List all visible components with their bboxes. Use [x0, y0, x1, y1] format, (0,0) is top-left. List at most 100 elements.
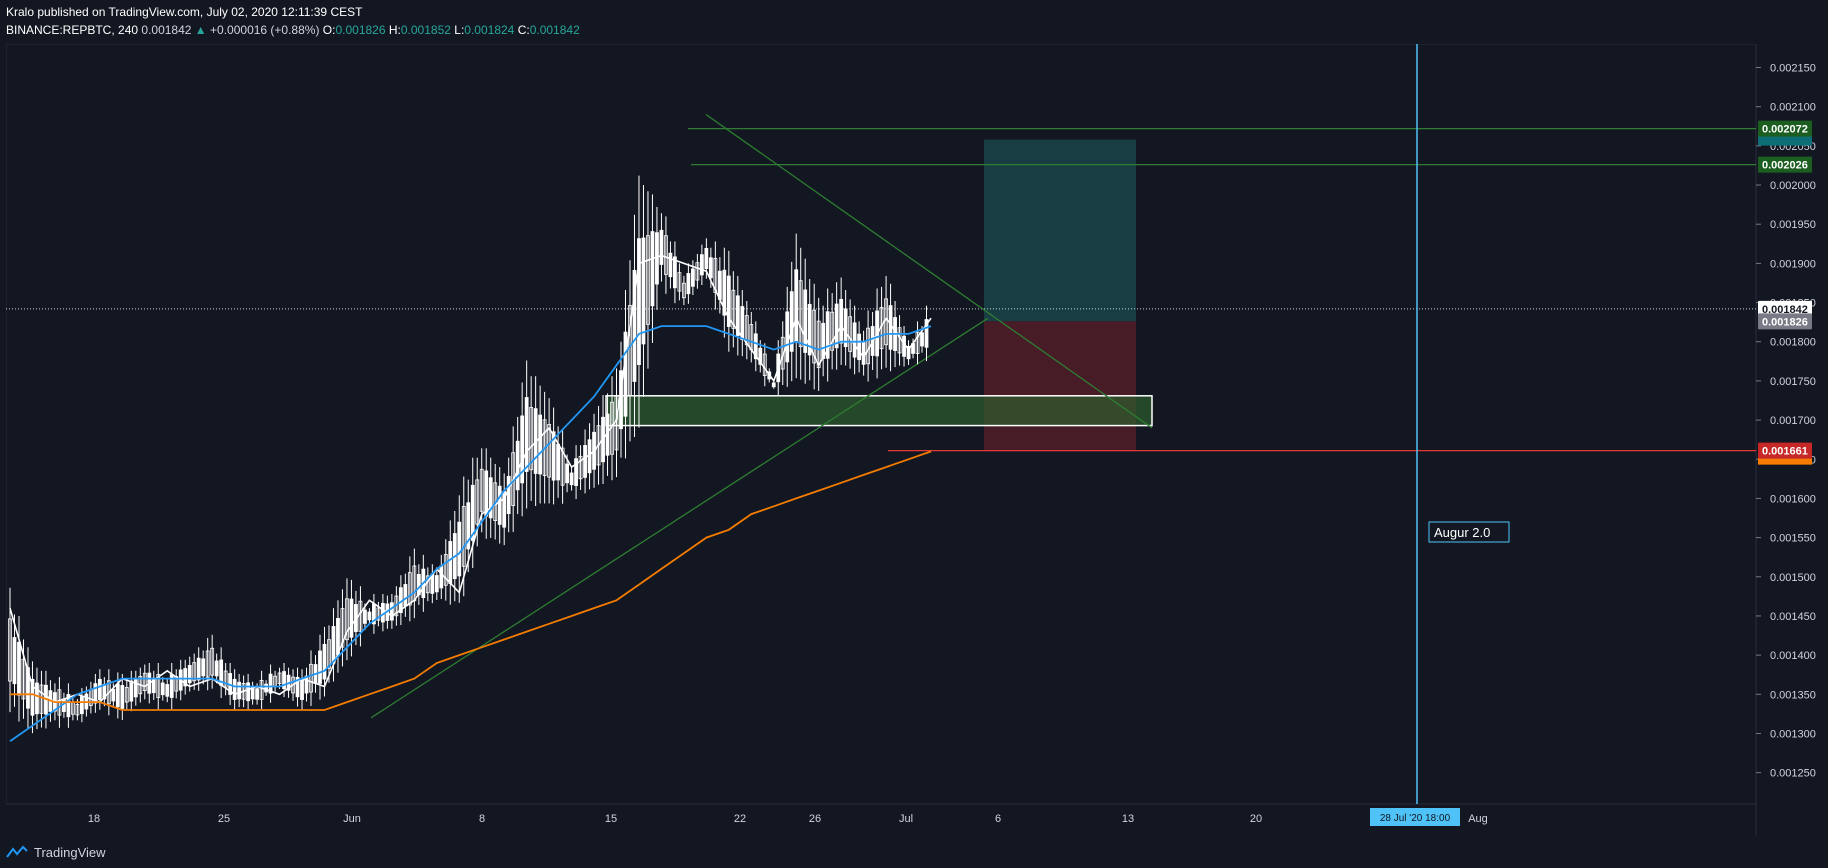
candle-body	[655, 232, 659, 285]
candle-body	[695, 262, 700, 281]
tradingview-logo-icon	[6, 845, 28, 858]
candle-body	[920, 332, 924, 347]
level-price-tag: 0.001661	[1762, 446, 1808, 458]
candle-body	[902, 335, 906, 357]
level-price-tag-bg	[1758, 442, 1812, 459]
position-profit-zone	[984, 139, 1136, 322]
symbol-line: BINANCE:REPBTC, 240 0.001842 ▲ +0.000016…	[6, 22, 580, 38]
candle-body	[771, 382, 776, 388]
candle-body	[210, 647, 215, 676]
candle-body	[556, 443, 561, 481]
candle-body	[318, 650, 322, 684]
candle-body	[731, 289, 736, 329]
candle-body	[443, 554, 448, 586]
footer: TradingView	[6, 840, 106, 864]
candle-body	[21, 658, 26, 700]
x-axis-tick-label: 26	[809, 813, 821, 825]
ascending-trendline	[370, 317, 989, 719]
candle-body	[327, 639, 331, 669]
candle-body	[367, 611, 372, 621]
augur-label-box	[1428, 521, 1510, 543]
price-chart[interactable]: 0.0021500.0021000.0020500.0020000.001950…	[5, 43, 1828, 836]
candle-body	[331, 626, 336, 664]
candle-body	[565, 463, 569, 484]
candle-body	[794, 269, 799, 343]
candle-body	[120, 685, 125, 709]
y-axis-tick-label: 0.001600	[1770, 493, 1816, 505]
candle-body	[376, 607, 381, 621]
chart-area[interactable]: 0.002150 0.002100 0.002050 0.002000 0.001950…	[5, 43, 1828, 836]
candle-body	[740, 306, 745, 341]
y-axis-tick-label: 0.001300	[1770, 728, 1816, 740]
candle-body	[924, 319, 929, 348]
candle-body	[538, 414, 543, 475]
y-axis-tick-label: 0.001750	[1770, 376, 1816, 388]
candle-body	[569, 472, 574, 486]
y-axis-tick-label: 0.001950	[1770, 219, 1816, 231]
x-marker-text: 28 Jul '20 18:00	[1380, 813, 1451, 824]
candle-body	[277, 672, 282, 685]
candle-body	[821, 322, 826, 359]
candle-body	[520, 415, 525, 484]
candle-body	[668, 252, 673, 278]
candle-body	[295, 676, 300, 698]
y-axis-tick-label: 0.001500	[1770, 572, 1816, 584]
candle-body	[304, 675, 309, 694]
candle-body	[93, 683, 98, 704]
candle-body	[816, 320, 821, 369]
y-axis-tick-label: 0.001250	[1770, 768, 1816, 780]
descending-trendline	[705, 113, 1153, 429]
candle-body	[479, 468, 484, 512]
candle-body	[852, 322, 857, 358]
candle-body	[574, 458, 578, 486]
candle-body	[156, 674, 161, 698]
candle-body	[407, 572, 412, 606]
up-arrow-icon: ▲	[194, 23, 207, 37]
candle-body	[497, 485, 502, 525]
ma-slow-tag-bg	[1758, 456, 1812, 465]
candle-body	[515, 440, 520, 491]
moving-average-line	[10, 450, 932, 711]
close-value: 0.001842	[529, 23, 580, 37]
y-axis-tick-label: 0.002000	[1770, 180, 1816, 192]
candle-body	[641, 237, 646, 345]
candle-body	[470, 484, 475, 541]
y-axis-tick-label: 0.001400	[1770, 650, 1816, 662]
candle-body	[583, 445, 587, 478]
x-axis-tick-label: 8	[479, 813, 485, 825]
y-axis-tick-label: 0.001450	[1770, 611, 1816, 623]
y-axis-tick-label: 0.001900	[1770, 258, 1816, 270]
symbol-name[interactable]: BINANCE:REPBTC, 240	[6, 23, 139, 37]
candle-body	[785, 311, 790, 363]
candle-body	[461, 506, 466, 567]
candle-body	[232, 678, 237, 700]
candle-body	[744, 315, 749, 346]
candle-body	[623, 331, 628, 417]
candle-body	[825, 311, 830, 359]
candle-body	[677, 272, 682, 292]
candle-body	[839, 298, 844, 344]
candle-body	[246, 682, 251, 702]
candle-body	[66, 694, 71, 718]
candle-body	[560, 447, 565, 486]
demand-zone	[605, 395, 1153, 427]
candle-body	[717, 270, 722, 300]
candle-body	[75, 703, 80, 716]
level-price-tag-bg	[1758, 156, 1812, 173]
candle-body	[165, 684, 170, 697]
candle-body	[214, 660, 219, 677]
candle-body	[632, 269, 637, 382]
candle-body	[35, 682, 39, 715]
augur-label-text: Augur 2.0	[1434, 525, 1490, 540]
candle-body	[111, 688, 116, 702]
candle-body	[79, 696, 84, 715]
candle-body	[300, 678, 304, 700]
x-axis-tick-label: 6	[995, 813, 1001, 825]
level-price-tag: 0.002026	[1762, 160, 1808, 172]
candle-body	[708, 257, 713, 279]
x-axis-tick-label: 25	[218, 813, 230, 825]
candle-body	[187, 664, 192, 684]
candle-body	[906, 345, 911, 360]
candle-body	[758, 347, 763, 365]
position-loss-zone	[984, 321, 1136, 451]
